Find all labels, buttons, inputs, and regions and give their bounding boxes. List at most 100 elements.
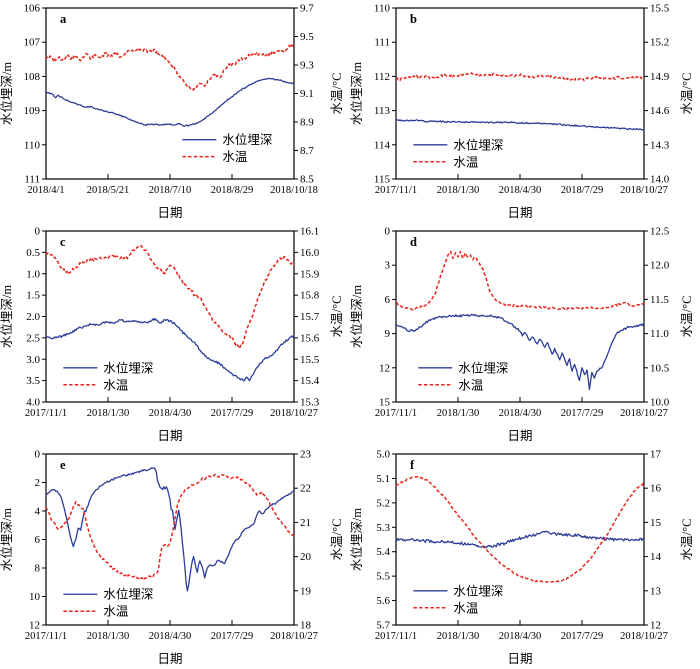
svg-text:19: 19 xyxy=(300,585,312,597)
svg-text:23: 23 xyxy=(300,449,312,461)
svg-text:日期: 日期 xyxy=(157,429,182,443)
svg-text:2018/10/27: 2018/10/27 xyxy=(620,408,668,419)
svg-text:21: 21 xyxy=(300,517,311,529)
svg-text:f: f xyxy=(410,458,415,472)
svg-text:2017/11/1: 2017/11/1 xyxy=(375,185,417,196)
chart-e-canvas: 0 2 4 6 8 10 12 23 22 21 20 19 18 2017/11/1 2018/1/30 2… xyxy=(0,449,344,667)
svg-text:2018/10/27: 2018/10/27 xyxy=(620,631,668,642)
svg-text:5.5: 5.5 xyxy=(376,571,390,583)
svg-text:18: 18 xyxy=(300,620,312,632)
svg-text:2018/7/29: 2018/7/29 xyxy=(561,185,604,196)
svg-text:水位埋深/m: 水位埋深/m xyxy=(0,62,14,125)
svg-text:10: 10 xyxy=(29,591,41,603)
svg-text:2018/4/30: 2018/4/30 xyxy=(149,408,192,419)
svg-text:2018/7/10: 2018/7/10 xyxy=(149,185,192,196)
chart-f-canvas: 5.0 5.1 5.2 5.3 5.4 5.5 5.6 5.7 17 16 15 14 13 12 2017… xyxy=(350,449,694,667)
svg-text:12: 12 xyxy=(650,620,661,632)
svg-text:水温: 水温 xyxy=(453,601,479,615)
svg-text:3.5: 3.5 xyxy=(26,375,40,387)
svg-text:114: 114 xyxy=(374,139,391,151)
svg-text:14.9: 14.9 xyxy=(650,71,670,83)
svg-text:水位埋深/m: 水位埋深/m xyxy=(0,285,14,348)
svg-text:110: 110 xyxy=(374,3,391,15)
svg-text:1.5: 1.5 xyxy=(26,290,40,302)
svg-text:水位埋深/m: 水位埋深/m xyxy=(350,285,364,348)
svg-text:水温/°C: 水温/°C xyxy=(330,73,344,115)
svg-text:16.0: 16.0 xyxy=(300,247,320,259)
chart-d-canvas: 0 3 6 9 12 15 12.5 12.0 11.5 11.0 10.5 10.0 2017/11/… xyxy=(350,226,694,444)
svg-text:水位埋深/m: 水位埋深/m xyxy=(350,62,364,125)
svg-text:9.7: 9.7 xyxy=(300,3,314,15)
svg-text:107: 107 xyxy=(24,37,41,49)
chart-a-canvas: 1061071081091101119.79.59.39.18.98.78.52… xyxy=(0,3,344,221)
svg-text:0: 0 xyxy=(385,226,391,238)
svg-text:2018/4/30: 2018/4/30 xyxy=(149,631,192,642)
svg-text:13: 13 xyxy=(650,585,662,597)
svg-text:3.0: 3.0 xyxy=(26,354,40,366)
svg-text:16.1: 16.1 xyxy=(300,226,319,238)
svg-text:15.8: 15.8 xyxy=(300,290,320,302)
svg-text:4: 4 xyxy=(35,506,41,518)
svg-text:15.9: 15.9 xyxy=(300,268,320,280)
svg-text:0: 0 xyxy=(35,449,41,461)
svg-text:2018/4/30: 2018/4/30 xyxy=(499,631,542,642)
svg-text:110: 110 xyxy=(24,139,41,151)
svg-text:9.1: 9.1 xyxy=(300,88,314,100)
svg-text:水温/°C: 水温/°C xyxy=(330,296,344,338)
svg-text:水温: 水温 xyxy=(222,150,248,164)
svg-text:2018/10/27: 2018/10/27 xyxy=(620,185,668,196)
svg-text:5.4: 5.4 xyxy=(376,546,390,558)
svg-text:日期: 日期 xyxy=(507,429,532,443)
svg-text:6: 6 xyxy=(385,294,391,306)
svg-text:5.0: 5.0 xyxy=(376,449,390,461)
svg-text:a: a xyxy=(60,12,67,26)
svg-text:5.7: 5.7 xyxy=(376,620,390,632)
svg-text:2018/5/21: 2018/5/21 xyxy=(87,185,130,196)
svg-text:16: 16 xyxy=(650,483,662,495)
svg-text:2018/1/30: 2018/1/30 xyxy=(87,408,130,419)
svg-text:水位埋深: 水位埋深 xyxy=(103,360,153,375)
svg-text:3: 3 xyxy=(385,260,391,272)
svg-text:10.0: 10.0 xyxy=(650,397,670,409)
svg-text:15.4: 15.4 xyxy=(300,375,320,387)
svg-text:e: e xyxy=(60,458,66,472)
svg-text:15.7: 15.7 xyxy=(300,311,320,323)
svg-text:8.5: 8.5 xyxy=(300,174,314,186)
svg-text:14.0: 14.0 xyxy=(650,174,670,186)
svg-text:115: 115 xyxy=(374,174,391,186)
svg-text:日期: 日期 xyxy=(507,652,532,666)
svg-text:2018/1/30: 2018/1/30 xyxy=(87,631,130,642)
svg-text:108: 108 xyxy=(24,71,41,83)
svg-text:2017/11/1: 2017/11/1 xyxy=(375,408,417,419)
svg-text:9.5: 9.5 xyxy=(300,31,314,43)
svg-text:15.5: 15.5 xyxy=(300,354,320,366)
svg-text:15: 15 xyxy=(379,397,391,409)
svg-text:2018/4/30: 2018/4/30 xyxy=(499,408,542,419)
chart-panel-a: 106 107 108 109 110 111 9.7 9.5 9.3 9.1 8.9 8.7 8.5 2… xyxy=(0,0,350,223)
svg-text:111: 111 xyxy=(374,37,390,49)
svg-text:5.2: 5.2 xyxy=(376,497,390,509)
svg-text:8.7: 8.7 xyxy=(300,145,314,157)
svg-text:水位埋深: 水位埋深 xyxy=(458,360,508,375)
svg-text:2.0: 2.0 xyxy=(26,311,40,323)
svg-text:22: 22 xyxy=(300,483,311,495)
svg-text:水位埋深: 水位埋深 xyxy=(222,132,272,147)
svg-text:水温/°C: 水温/°C xyxy=(680,296,694,338)
svg-text:113: 113 xyxy=(374,105,391,117)
chart-panel-f: 5.0 5.1 5.2 5.3 5.4 5.5 5.6 5.7 17 16 15 14 13 12 2017… xyxy=(350,446,700,669)
svg-text:2018/4/30: 2018/4/30 xyxy=(499,185,542,196)
chart-c-canvas: 0 0.5 1.0 1.5 2.0 2.5 3.0 3.5 4.0 16.1 16.0 15.9 15.… xyxy=(0,226,344,444)
svg-text:日期: 日期 xyxy=(157,206,182,220)
svg-text:2017/7/29: 2017/7/29 xyxy=(561,408,604,419)
svg-text:水温: 水温 xyxy=(453,155,479,169)
svg-text:d: d xyxy=(410,235,417,249)
svg-text:4.0: 4.0 xyxy=(26,397,40,409)
svg-text:2018/10/27: 2018/10/27 xyxy=(270,408,318,419)
svg-text:2017/11/1: 2017/11/1 xyxy=(25,631,67,642)
svg-text:2018/4/1: 2018/4/1 xyxy=(27,185,64,196)
chart-panel-b: 110 111 112 113 114 115 15.5 15.2 14.9 14.6 14.3 14… xyxy=(350,0,700,223)
svg-text:水温/°C: 水温/°C xyxy=(330,519,344,561)
svg-text:111: 111 xyxy=(24,174,40,186)
svg-text:1.0: 1.0 xyxy=(26,268,40,280)
